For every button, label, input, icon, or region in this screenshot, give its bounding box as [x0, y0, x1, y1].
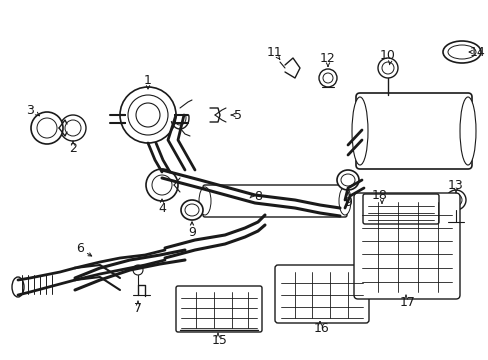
- Text: 7: 7: [134, 302, 142, 315]
- Text: 6: 6: [76, 242, 84, 255]
- Text: 17: 17: [399, 296, 415, 309]
- Circle shape: [323, 73, 332, 83]
- Circle shape: [120, 87, 176, 143]
- Text: 15: 15: [212, 333, 227, 346]
- Text: 3: 3: [26, 104, 34, 117]
- Circle shape: [449, 194, 461, 206]
- Text: 8: 8: [253, 189, 262, 202]
- Text: 2: 2: [69, 141, 77, 154]
- FancyBboxPatch shape: [274, 265, 368, 323]
- Circle shape: [31, 112, 63, 144]
- Circle shape: [152, 175, 172, 195]
- Circle shape: [377, 58, 397, 78]
- Text: 16: 16: [313, 321, 329, 334]
- Circle shape: [146, 169, 178, 201]
- Text: 9: 9: [188, 225, 196, 239]
- Ellipse shape: [340, 174, 354, 186]
- Circle shape: [381, 62, 393, 74]
- Text: 1: 1: [144, 73, 152, 86]
- Text: 12: 12: [320, 51, 335, 64]
- FancyBboxPatch shape: [355, 93, 471, 169]
- Circle shape: [133, 265, 142, 275]
- FancyBboxPatch shape: [203, 185, 346, 217]
- Circle shape: [60, 115, 86, 141]
- Ellipse shape: [199, 187, 210, 215]
- Ellipse shape: [442, 41, 480, 63]
- Circle shape: [136, 103, 160, 127]
- Circle shape: [37, 118, 57, 138]
- Circle shape: [318, 69, 336, 87]
- FancyBboxPatch shape: [362, 194, 438, 224]
- Ellipse shape: [336, 170, 358, 190]
- Text: 14: 14: [469, 45, 485, 59]
- Text: 11: 11: [266, 45, 282, 59]
- Text: 10: 10: [379, 49, 395, 62]
- Ellipse shape: [181, 200, 203, 220]
- Ellipse shape: [351, 97, 367, 165]
- Circle shape: [445, 190, 465, 210]
- Ellipse shape: [338, 187, 350, 215]
- FancyBboxPatch shape: [353, 193, 459, 299]
- FancyBboxPatch shape: [176, 286, 262, 332]
- Ellipse shape: [12, 277, 24, 297]
- Text: 4: 4: [158, 202, 165, 215]
- Ellipse shape: [184, 204, 199, 216]
- Text: 13: 13: [447, 179, 463, 192]
- Ellipse shape: [459, 97, 475, 165]
- Circle shape: [65, 120, 81, 136]
- Text: 5: 5: [234, 108, 242, 122]
- Ellipse shape: [447, 45, 475, 59]
- Text: 9: 9: [344, 195, 351, 208]
- Text: 18: 18: [371, 189, 387, 202]
- Circle shape: [128, 95, 168, 135]
